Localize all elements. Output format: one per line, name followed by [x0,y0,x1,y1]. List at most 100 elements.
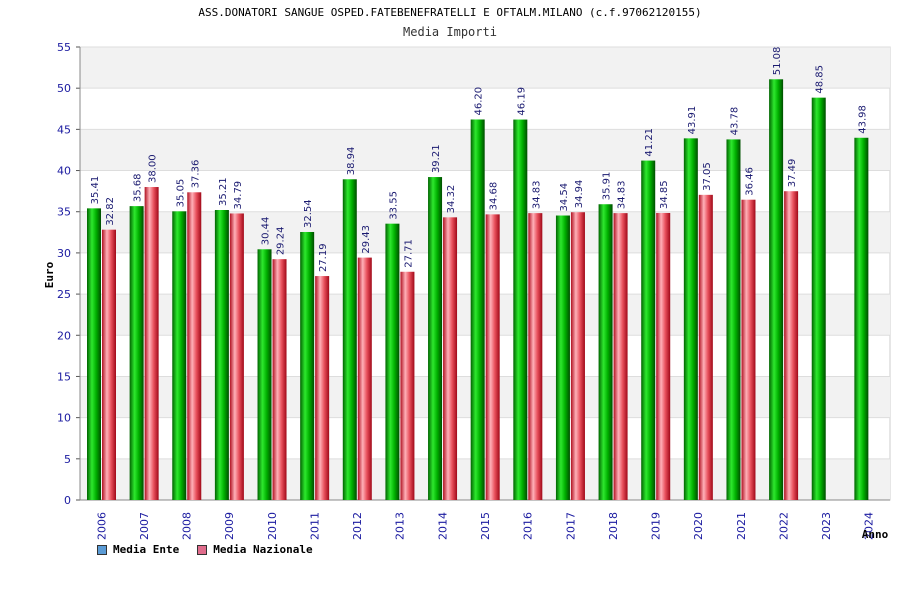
x-tick-label: 2024 [863,512,876,540]
data-label: 32.82 [105,197,116,226]
y-tick-label: 15 [57,370,71,383]
bar-media-nazionale-2008 [187,192,202,500]
data-label: 39.21 [431,144,442,173]
x-tick-label: 2021 [735,512,748,540]
data-labels-group: 35.41 32.82 35.68 38.00 35.05 37.36 35.21 34.79… [90,47,868,272]
data-label: 35.68 [133,173,144,202]
x-tick-label: 2011 [308,512,321,540]
chart-subtitle: Media Importi [403,25,497,39]
data-label: 34.83 [617,180,628,209]
legend-swatch-media-nazionale [197,544,208,555]
grid-band [80,458,890,500]
legend-item-media-nazionale: Media Nazionale [197,543,313,556]
x-tick-label: 2008 [181,512,194,540]
data-label: 32.54 [303,199,314,228]
bar-media-nazionale-2011 [315,276,330,500]
y-tick-label: 50 [57,82,71,95]
x-tick-label: 2013 [394,512,407,540]
legend-label-media-ente: Media Ente [113,543,180,556]
bar-media-nazionale-2010 [272,259,287,500]
data-label: 29.24 [276,227,287,256]
bar-media-nazionale-2022 [784,191,799,500]
legend-item-media-ente: Media Ente [97,543,179,556]
bar-media-nazionale-2006 [102,229,116,500]
y-tick-label: 25 [57,288,71,301]
data-label: 35.05 [175,179,186,208]
x-tick-label: 2006 [95,512,108,540]
legend-swatch-media-ente [97,544,107,555]
x-axis-ticks: 2006 2007 2008 2009 2010 2011 2012 2013 2014 2015… [95,512,875,540]
bar-media-ente-2012 [342,179,357,500]
y-tick-label: 10 [57,412,71,425]
legend-label-media-nazionale: Media Nazionale [213,543,313,556]
x-tick-label: 2009 [223,512,236,540]
bar-media-nazionale-2012 [357,257,372,500]
data-label: 48.85 [815,65,826,94]
data-label: 34.85 [659,180,670,209]
bar-media-ente-2021 [726,139,741,501]
bar-media-ente-2011 [300,231,315,501]
x-tick-label: 2015 [479,512,492,540]
bar-media-ente-2023 [811,97,826,501]
data-label: 43.91 [687,106,698,135]
y-tick-label: 55 [57,41,71,54]
chart-title: ASS.DONATORI SANGUE OSPED.FATEBENEFRATEL… [198,6,702,19]
data-label: 35.21 [218,177,229,206]
data-label: 34.94 [574,180,585,209]
bar-media-ente-2010 [257,249,272,500]
x-tick-label: 2010 [266,512,279,540]
x-tick-label: 2018 [607,512,620,540]
bar-media-ente-2022 [769,79,784,500]
y-tick-label: 40 [57,165,71,178]
data-label: 38.00 [148,154,159,183]
y-tick-label: 20 [57,329,71,342]
bar-media-ente-2019 [641,160,656,500]
data-label: 37.49 [787,159,798,188]
bar-media-ente-2017 [555,215,570,501]
x-tick-label: 2012 [351,512,364,540]
grid-band [80,294,890,336]
bar-media-ente-2016 [513,119,528,500]
bar-media-ente-2008 [172,211,187,500]
data-label: 27.19 [318,243,329,272]
bar-media-ente-2018 [598,204,613,500]
data-label: 38.94 [346,147,357,176]
bar-media-nazionale-2013 [400,271,415,500]
grid-band [80,47,890,89]
data-label: 34.68 [489,182,500,211]
bar-media-nazionale-2007 [144,187,159,500]
data-label: 29.43 [361,225,372,254]
bar-media-nazionale-2018 [613,213,628,501]
data-label: 34.32 [446,185,457,214]
bars-group [87,79,869,501]
y-tick-label: 35 [57,206,71,219]
bar-media-ente-2009 [214,209,229,501]
bar-media-ente-2014 [428,177,443,500]
data-label: 46.19 [516,87,527,116]
grid-band [80,376,890,418]
bar-media-ente-2006 [87,208,101,501]
bar-media-nazionale-2019 [656,212,671,501]
data-label: 46.20 [474,87,485,116]
bar-media-nazionale-2016 [528,213,543,501]
bar-media-ente-2015 [470,119,485,500]
y-tick-label: 30 [57,247,71,260]
data-label: 30.44 [261,217,272,246]
legend: Media Ente Media Nazionale [97,543,313,556]
x-tick-label: 2020 [692,512,705,540]
data-label: 33.55 [388,191,399,220]
bar-media-ente-2007 [129,206,144,501]
data-label: 41.21 [644,128,655,157]
bar-media-ente-2024 [854,137,869,501]
bar-media-nazionale-2015 [485,214,500,500]
x-axis-label: Anno [862,528,889,541]
data-label: 37.05 [702,162,713,191]
data-label: 35.41 [90,176,101,205]
data-label: 36.46 [744,167,755,196]
y-axis-label: Euro [43,261,56,288]
bar-media-nazionale-2014 [443,217,458,500]
data-label: 27.71 [403,239,414,268]
x-tick-label: 2019 [650,512,663,540]
bar-media-nazionale-2020 [698,194,713,501]
